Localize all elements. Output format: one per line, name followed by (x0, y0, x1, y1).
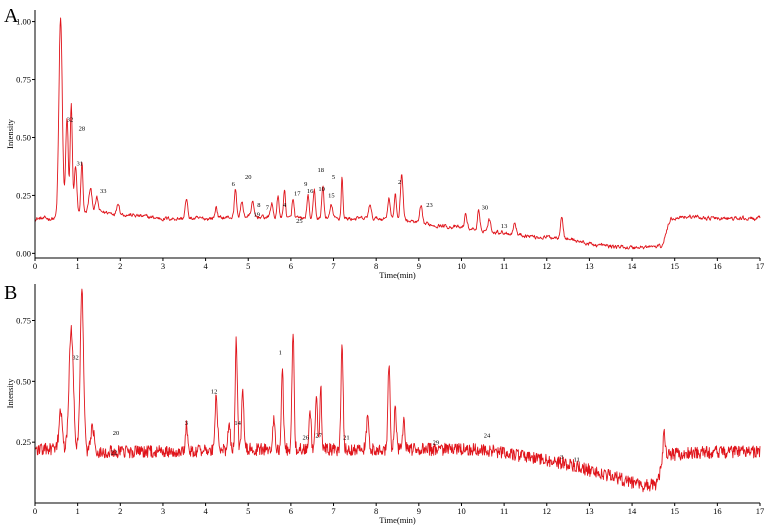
peak-label: 25 (296, 218, 303, 225)
peak-label: 28 (79, 126, 86, 133)
x-tick-label: 12 (543, 506, 552, 516)
x-tick-label: 11 (500, 506, 508, 516)
x-tick-label: 16 (713, 261, 722, 271)
peak-label: 1 (279, 350, 282, 357)
peak-label: 19 (254, 211, 261, 218)
x-tick-label: 10 (457, 261, 466, 271)
peak-label: 18 (317, 167, 324, 174)
peak-label: 21 (343, 435, 350, 442)
x-axis-title: Time(min) (379, 270, 416, 280)
peak-label: 10 (318, 186, 325, 193)
panel-letter: A (4, 5, 19, 27)
chromatogram-trace (34, 17, 761, 250)
peak-label: 8 (257, 202, 260, 209)
x-tick-label: 8 (374, 506, 378, 516)
peak-label: 20 (113, 430, 120, 437)
x-tick-label: 14 (628, 506, 637, 516)
x-tick-label: 13 (585, 261, 594, 271)
x-tick-label: 17 (756, 506, 765, 516)
x-tick-label: 11 (500, 261, 508, 271)
peak-label: 13 (501, 223, 508, 230)
x-tick-label: 13 (585, 506, 594, 516)
y-tick-label: 0.50 (16, 376, 31, 386)
x-tick-label: 0 (33, 506, 37, 516)
peak-label: 11 (573, 457, 579, 464)
peak-label: 29 (433, 440, 440, 447)
peak-label: 5 (332, 174, 335, 181)
peak-label: 27 (315, 432, 322, 439)
peak-label: 12 (211, 389, 218, 396)
x-tick-label: 8 (374, 261, 378, 271)
y-axis-title: Intensity (5, 118, 15, 148)
x-tick-label: 4 (203, 506, 208, 516)
y-tick-label: 0.25 (16, 190, 31, 200)
x-tick-label: 16 (713, 506, 722, 516)
x-tick-label: 9 (417, 506, 421, 516)
x-tick-label: 1 (76, 506, 80, 516)
peak-label: 24 (484, 432, 491, 439)
chromatogram-trace (34, 288, 761, 493)
peak-label: 32 (72, 354, 79, 361)
peak-label: 2 (398, 179, 401, 186)
peak-label: 16 (307, 188, 314, 195)
x-tick-label: 9 (417, 261, 421, 271)
x-tick-label: 14 (628, 261, 637, 271)
x-tick-label: 3 (161, 261, 165, 271)
x-tick-label: 6 (289, 261, 293, 271)
x-tick-label: 15 (670, 261, 679, 271)
chart-panel-b: B0 1 2 3 4 5 6 7 8 9 10 11 12 13 14 15 16 170.250.500.75T… (4, 282, 764, 525)
peak-label: 14 (234, 420, 241, 427)
y-tick-label: 0.25 (16, 437, 31, 447)
x-tick-label: 7 (331, 261, 335, 271)
x-tick-label: 5 (246, 506, 250, 516)
peak-label: 3 (185, 420, 188, 427)
peak-label: 23 (426, 202, 433, 209)
peak-label: 9 (304, 181, 307, 188)
x-tick-label: 10 (457, 506, 466, 516)
x-tick-label: 2 (118, 261, 122, 271)
x-tick-label: 17 (756, 261, 765, 271)
peak-label: 4 (283, 202, 287, 209)
x-tick-label: 5 (246, 261, 250, 271)
peak-label: 22 (111, 449, 118, 456)
y-tick-label: 0.75 (16, 316, 31, 326)
x-tick-label: 3 (161, 506, 165, 516)
y-axis-title: Intensity (5, 378, 15, 408)
x-axis-title: Time(min) (379, 515, 416, 525)
x-tick-label: 12 (543, 261, 552, 271)
y-tick-label: 0.75 (16, 75, 31, 85)
peak-label: 15 (328, 193, 335, 200)
y-tick-label: 0.00 (16, 248, 31, 258)
peak-label: 7 (266, 204, 270, 211)
x-tick-label: 1 (76, 261, 80, 271)
peak-label: 20 (245, 174, 252, 181)
panel-letter: B (4, 282, 17, 304)
x-tick-label: 15 (670, 506, 679, 516)
y-tick-label: 1.00 (16, 17, 31, 27)
peak-label: 3 (560, 454, 563, 461)
x-tick-label: 0 (33, 261, 37, 271)
peak-label: 17 (294, 190, 301, 197)
x-tick-label: 2 (118, 506, 122, 516)
peak-label: 33 (100, 188, 107, 195)
peak-label: 26 (303, 435, 310, 442)
x-tick-label: 7 (331, 506, 335, 516)
peak-label: 32 (67, 116, 74, 123)
peak-label: 6 (232, 181, 236, 188)
x-tick-label: 4 (203, 261, 208, 271)
chart-panel-a: A0 1 2 3 4 5 6 7 8 9 10 11 12 13 14 15 16 170.000.250.500… (4, 5, 764, 280)
y-tick-label: 0.50 (16, 132, 31, 142)
x-tick-label: 6 (289, 506, 293, 516)
peak-label: 30 (482, 204, 489, 211)
peak-label: 31 (77, 160, 84, 167)
